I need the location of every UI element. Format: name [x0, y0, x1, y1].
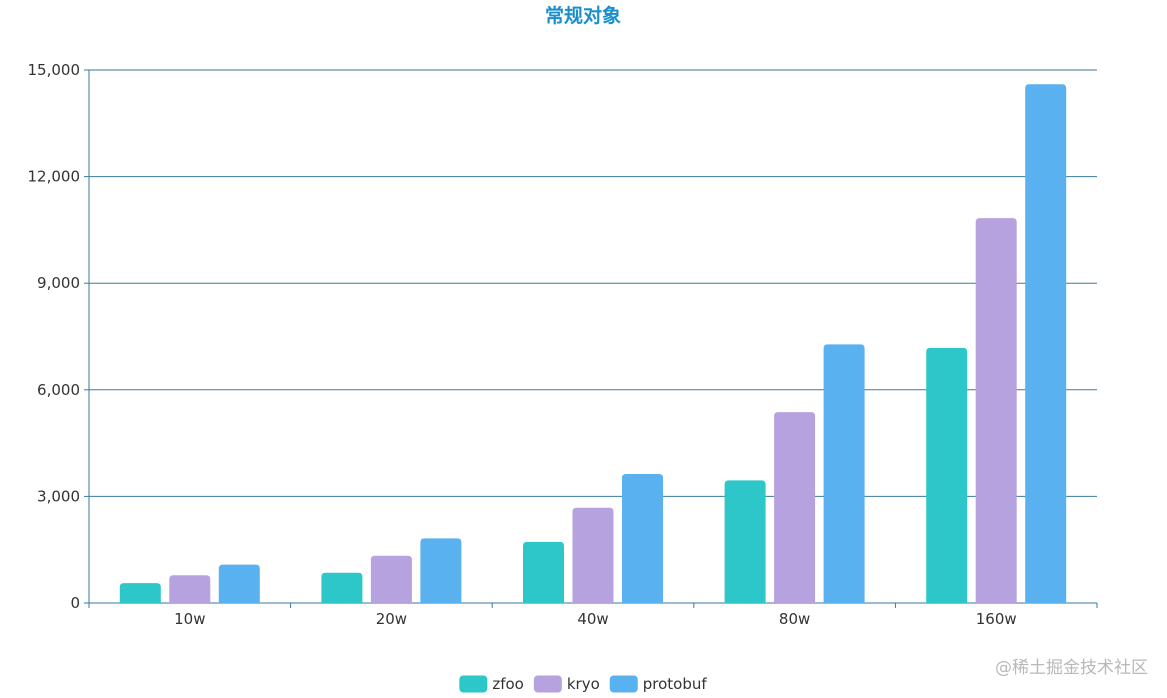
- bars: [119, 84, 1067, 604]
- bar-protobuf[interactable]: [823, 344, 865, 603]
- y-tick-label: 0: [70, 594, 80, 612]
- chart-title: 常规对象: [545, 4, 621, 27]
- x-tick-label: 40w: [577, 610, 608, 628]
- legend-label: kryo: [567, 675, 600, 693]
- bar-kryo[interactable]: [370, 555, 412, 603]
- bar-kryo[interactable]: [774, 412, 816, 603]
- bar-protobuf[interactable]: [420, 538, 462, 603]
- bar-zfoo[interactable]: [926, 347, 968, 603]
- bar-protobuf[interactable]: [622, 474, 663, 603]
- legend-item-zfoo[interactable]: zfoo: [459, 675, 524, 693]
- legend-swatch: [609, 675, 638, 693]
- bar-kryo[interactable]: [169, 575, 211, 603]
- legend-swatch: [533, 675, 562, 693]
- bar-zfoo[interactable]: [321, 572, 363, 603]
- legend: zfoo kryo protobuf: [459, 675, 707, 693]
- y-tick-label: 12,000: [28, 168, 81, 186]
- legend-label: protobuf: [643, 675, 708, 693]
- bar-kryo[interactable]: [975, 218, 1017, 603]
- x-tick-label: 20w: [376, 610, 407, 628]
- legend-item-kryo[interactable]: kryo: [533, 675, 600, 693]
- x-tick-label: 80w: [779, 610, 810, 628]
- legend-item-protobuf[interactable]: protobuf: [609, 675, 708, 693]
- bar-zfoo[interactable]: [119, 583, 161, 603]
- y-tick-label: 3,000: [37, 487, 80, 505]
- bar-zfoo[interactable]: [523, 541, 564, 603]
- y-tick-label: 6,000: [37, 381, 80, 399]
- x-tick-label: 10w: [174, 610, 205, 628]
- legend-label: zfoo: [492, 675, 524, 693]
- bar-protobuf[interactable]: [218, 564, 260, 603]
- bar-zfoo[interactable]: [724, 480, 766, 603]
- x-tick-label: 160w: [976, 610, 1017, 628]
- legend-swatch: [459, 675, 488, 693]
- bar-protobuf[interactable]: [1025, 84, 1067, 604]
- y-tick-label: 15,000: [28, 61, 81, 79]
- watermark: @稀土掘金技术社区: [995, 658, 1148, 678]
- y-tick-label: 9,000: [37, 274, 80, 292]
- bar-kryo[interactable]: [572, 507, 614, 603]
